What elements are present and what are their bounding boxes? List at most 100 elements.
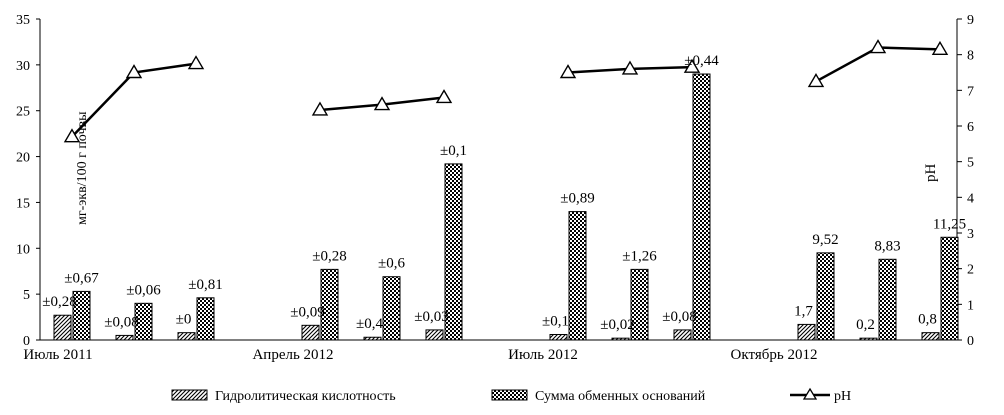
ph-line-series (63, 39, 949, 143)
value-label-sum: ±0,44 (684, 53, 719, 69)
bar-hydrolytic-acidity (673, 329, 692, 341)
legend-label-sum: Сумма обменных оснований (535, 389, 706, 404)
ph-point-marker (683, 58, 701, 73)
left-tick-label: 0 (23, 334, 30, 349)
value-label-hydro: ±0,4 (356, 316, 383, 332)
bar-hydrolytic-acidity (549, 333, 568, 341)
x-axis-label: Июль 2011 (23, 347, 92, 363)
legend-swatch-ph-marker (802, 387, 818, 400)
left-tick-label: 30 (16, 59, 30, 74)
legend: Гидролитическая кислотность Сумма обменн… (171, 387, 851, 404)
value-labels: ±0,67 ±0,28 ±0,06 ±0,08 ±0,81 ±0 ±0,28 ±0,09 ±0,… (42, 53, 966, 333)
legend-label-ph: pH (834, 389, 851, 404)
right-tick-label: 1 (967, 298, 974, 313)
value-label-sum: 11,25 (933, 216, 966, 232)
x-axis-label: Июль 2012 (508, 347, 578, 363)
left-tick-label: 15 (16, 196, 30, 211)
right-tick-label: 7 (967, 84, 974, 99)
ph-point-marker (559, 64, 577, 79)
ph-point-marker (125, 64, 143, 79)
value-label-hydro: ±0,08 (662, 309, 696, 325)
bar-hydrolytic-acidity (797, 323, 816, 341)
bar-hydrolytic-acidity (859, 337, 878, 341)
left-axis-ticks: 0 5 10 15 20 25 30 35 (16, 13, 40, 349)
ph-point-marker (807, 73, 825, 88)
value-label-hydro: ±0,08 (104, 314, 138, 330)
value-label-hydro: ±0,02 (600, 317, 634, 333)
legend-label-hydro: Гидролитическая кислотность (215, 389, 396, 404)
ph-point-marker (931, 40, 949, 56)
left-tick-label: 35 (16, 13, 30, 28)
bar-exchange-bases-sum (940, 236, 959, 341)
value-label-hydro: 1,7 (794, 303, 813, 319)
left-axis: 0 5 10 15 20 25 30 35 (16, 13, 41, 349)
x-axis-label: Октябрь 2012 (731, 347, 818, 363)
value-label-sum: ±0,6 (378, 256, 405, 272)
bar-exchange-bases-sum (72, 290, 91, 341)
value-label-hydro: ±0,28 (42, 294, 76, 310)
legend-swatch-sum (491, 389, 528, 401)
right-tick-label: 2 (967, 263, 974, 278)
value-label-sum: ±1,26 (622, 248, 657, 264)
value-label-sum: 9,52 (812, 232, 838, 248)
value-label-sum: 8,83 (874, 238, 900, 254)
value-label-sum: ±0,67 (64, 270, 99, 286)
ph-point-marker (373, 96, 391, 111)
left-tick-label: 20 (16, 151, 30, 166)
right-axis: 0 1 2 3 4 5 6 7 8 9 (956, 13, 974, 349)
bar-exchange-bases-sum (196, 297, 215, 341)
bar-exchange-bases-sum (630, 268, 649, 341)
ph-point-marker (187, 55, 205, 70)
value-label-hydro: 0,2 (856, 317, 875, 333)
bar-exchange-bases-sum (134, 302, 153, 341)
right-tick-label: 6 (967, 120, 974, 135)
bar-hydrolytic-acidity (115, 334, 134, 341)
value-label-hydro: 0,8 (918, 312, 937, 328)
value-label-hydro: ±0,09 (290, 304, 324, 320)
ph-point-marker (63, 128, 81, 143)
bar-hydrolytic-acidity (301, 324, 320, 341)
ph-point-marker (869, 39, 887, 54)
y-right-label: pH (923, 164, 939, 183)
bar-exchange-bases-sum (692, 73, 711, 341)
bars (53, 73, 959, 341)
right-tick-label: 0 (967, 334, 974, 349)
left-tick-label: 5 (23, 288, 30, 303)
right-tick-label: 9 (967, 13, 974, 28)
legend-swatch-hydro (171, 389, 208, 401)
bar-hydrolytic-acidity (921, 332, 940, 341)
value-label-hydro: ±0 (176, 312, 192, 328)
bar-exchange-bases-sum (444, 163, 463, 341)
x-axis-label: Апрель 2012 (252, 347, 333, 363)
ph-point-marker (435, 89, 453, 104)
y-left-label: мг-экв/100 г почвы (75, 111, 90, 225)
right-tick-label: 8 (967, 49, 974, 64)
bar-hydrolytic-acidity (425, 329, 444, 341)
bar-hydrolytic-acidity (177, 332, 196, 341)
x-axis-labels: Июль 2011 Апрель 2012 Июль 2012 Октябрь 201… (23, 347, 817, 363)
left-tick-label: 10 (16, 242, 30, 257)
bar-exchange-bases-sum (878, 258, 897, 341)
ph-point-marker (311, 101, 329, 116)
value-label-sum: ±0,1 (440, 143, 467, 159)
left-tick-label: 25 (16, 105, 30, 120)
value-label-sum: ±0,06 (126, 282, 161, 298)
bar-hydrolytic-acidity (53, 314, 72, 341)
bar-exchange-bases-sum (568, 211, 587, 341)
right-tick-label: 3 (967, 227, 974, 242)
value-label-hydro: ±0,1 (542, 313, 569, 329)
value-label-sum: ±0,81 (188, 277, 222, 293)
right-axis-ticks: 0 1 2 3 4 5 6 7 8 9 (957, 13, 974, 349)
bar-hydrolytic-acidity (611, 337, 630, 341)
value-label-hydro: ±0,03 (414, 309, 448, 325)
bar-hydrolytic-acidity (363, 336, 382, 341)
right-tick-label: 5 (967, 156, 974, 171)
value-label-sum: ±0,28 (312, 248, 346, 264)
bar-exchange-bases-sum (382, 276, 401, 341)
right-tick-label: 4 (967, 191, 974, 206)
ph-point-marker (621, 60, 639, 75)
value-label-sum: ±0,89 (560, 191, 594, 207)
bar-exchange-bases-sum (816, 252, 835, 341)
bar-exchange-bases-sum (320, 268, 339, 341)
